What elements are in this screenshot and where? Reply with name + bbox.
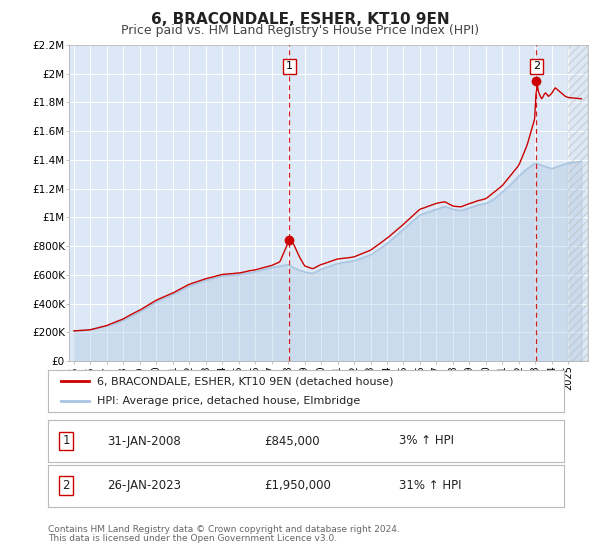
Text: £1,950,000: £1,950,000 [265,479,332,492]
Text: 1: 1 [286,62,293,71]
Text: 6, BRACONDALE, ESHER, KT10 9EN (detached house): 6, BRACONDALE, ESHER, KT10 9EN (detached… [97,376,394,386]
Text: £845,000: £845,000 [265,435,320,447]
Text: 26-JAN-2023: 26-JAN-2023 [107,479,181,492]
Text: 31-JAN-2008: 31-JAN-2008 [107,435,181,447]
Text: 2: 2 [62,479,70,492]
Text: 31% ↑ HPI: 31% ↑ HPI [399,479,461,492]
Text: 2: 2 [533,62,540,71]
Text: 3% ↑ HPI: 3% ↑ HPI [399,435,454,447]
Text: 1: 1 [62,435,70,447]
Text: HPI: Average price, detached house, Elmbridge: HPI: Average price, detached house, Elmb… [97,396,360,405]
Text: 6, BRACONDALE, ESHER, KT10 9EN: 6, BRACONDALE, ESHER, KT10 9EN [151,12,449,27]
Text: Contains HM Land Registry data © Crown copyright and database right 2024.: Contains HM Land Registry data © Crown c… [48,525,400,534]
Text: Price paid vs. HM Land Registry's House Price Index (HPI): Price paid vs. HM Land Registry's House … [121,24,479,36]
Text: This data is licensed under the Open Government Licence v3.0.: This data is licensed under the Open Gov… [48,534,337,543]
